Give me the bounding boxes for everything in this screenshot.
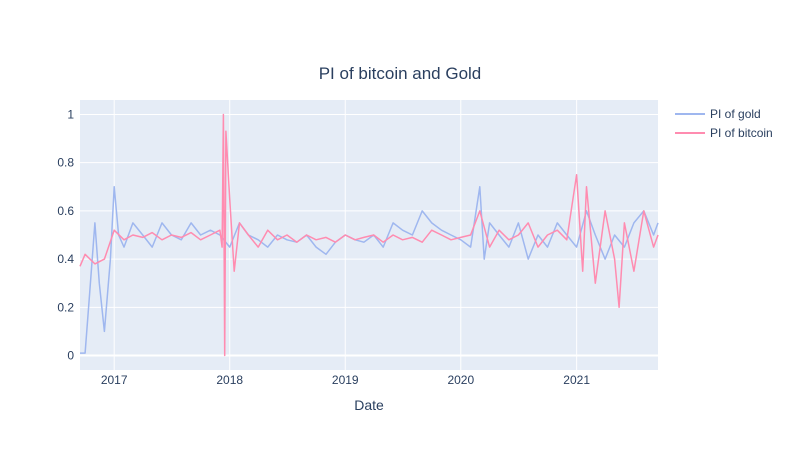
y-tick-label: 0.8 (57, 156, 74, 170)
legend[interactable]: PI of gold PI of bitcoin (675, 107, 773, 140)
y-gridlines (80, 113, 658, 357)
y-tick-label: 0.2 (57, 300, 74, 314)
y-tick-label: 1 (67, 107, 74, 121)
chart-title: PI of bitcoin and Gold (319, 64, 482, 83)
legend-item[interactable]: PI of bitcoin (675, 126, 773, 140)
x-tick-labels: 2017 2018 2019 2020 2021 (101, 373, 590, 387)
series-layer (79, 113, 659, 357)
legend-label: PI of bitcoin (710, 126, 773, 140)
x-tick-label: 2020 (447, 373, 474, 387)
plot-area (80, 100, 658, 370)
x-tick-label: 2017 (101, 373, 128, 387)
y-tick-label: 0 (67, 349, 74, 363)
y-tick-label: 0.6 (57, 204, 74, 218)
x-tick-label: 2018 (216, 373, 243, 387)
y-tick-label: 0.4 (57, 252, 74, 266)
x-axis-title: Date (354, 397, 384, 413)
x-tick-label: 2021 (563, 373, 590, 387)
series-line-pi-of-bitcoin (79, 113, 659, 357)
y-tick-labels: 0 0.2 0.4 0.6 0.8 1 (57, 107, 74, 362)
x-tick-label: 2019 (332, 373, 359, 387)
legend-label: PI of gold (710, 107, 761, 121)
legend-item[interactable]: PI of gold (675, 107, 761, 121)
